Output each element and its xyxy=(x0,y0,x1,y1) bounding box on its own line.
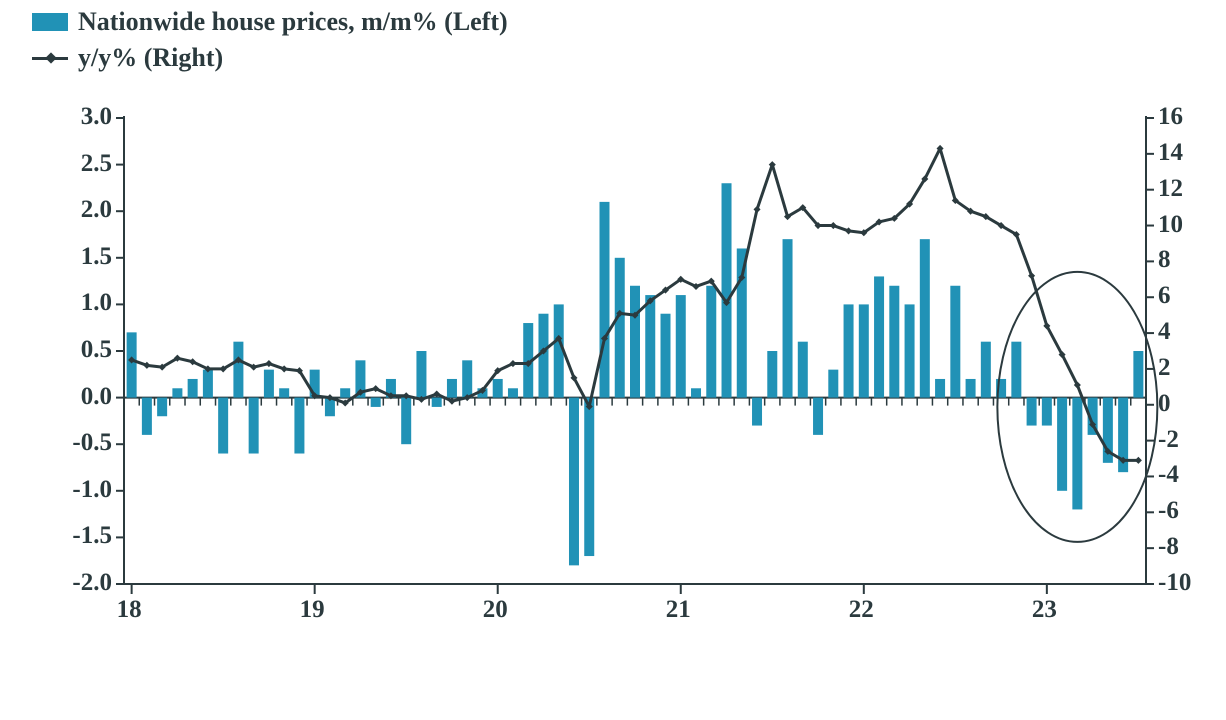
bar xyxy=(889,286,899,398)
bar xyxy=(127,332,137,397)
right-tick-label: 16 xyxy=(1158,103,1183,131)
x-tick-label: 22 xyxy=(849,596,874,624)
right-tick-label: 12 xyxy=(1158,175,1183,203)
bar xyxy=(188,379,198,398)
right-tick-label: 14 xyxy=(1158,139,1183,167)
bar xyxy=(172,388,182,397)
right-tick-label: 0 xyxy=(1158,390,1171,418)
bar xyxy=(142,398,152,435)
bar xyxy=(630,286,640,398)
bar xyxy=(828,370,838,398)
bar xyxy=(1057,398,1067,491)
bar xyxy=(905,304,915,397)
bar xyxy=(1133,351,1143,398)
left-tick-label: 2.5 xyxy=(81,150,112,178)
bar xyxy=(981,342,991,398)
bar xyxy=(1072,398,1082,510)
left-tick-label: 0.5 xyxy=(81,336,112,364)
bar xyxy=(676,295,686,398)
right-tick-label: -8 xyxy=(1158,533,1179,561)
bar xyxy=(783,239,793,397)
bar xyxy=(859,304,869,397)
bar xyxy=(874,276,884,397)
left-tick-label: 1.0 xyxy=(81,289,112,317)
right-tick-label: 2 xyxy=(1158,354,1171,382)
right-tick-label: -4 xyxy=(1158,461,1179,489)
left-tick-label: -1.5 xyxy=(72,522,112,550)
bar xyxy=(950,286,960,398)
bar xyxy=(1042,398,1052,426)
bar xyxy=(416,351,426,398)
left-tick-label: -0.5 xyxy=(72,429,112,457)
bar xyxy=(722,183,732,397)
bar xyxy=(935,379,945,398)
bar xyxy=(157,398,167,417)
x-tick-label: 19 xyxy=(300,596,325,624)
bar xyxy=(1011,342,1021,398)
bar xyxy=(798,342,808,398)
right-tick-label: -2 xyxy=(1158,426,1179,454)
right-tick-label: 8 xyxy=(1158,246,1171,274)
right-tick-label: 6 xyxy=(1158,282,1171,310)
bar xyxy=(752,398,762,426)
right-tick-label: 4 xyxy=(1158,318,1171,346)
bar xyxy=(661,314,671,398)
right-tick-label: 10 xyxy=(1158,211,1183,239)
bar xyxy=(249,398,259,454)
yy-marker xyxy=(143,362,150,369)
bar xyxy=(920,239,930,397)
bar xyxy=(813,398,823,435)
left-tick-label: 0.0 xyxy=(81,383,112,411)
bar xyxy=(340,388,350,397)
yy-marker xyxy=(1135,457,1142,464)
bar xyxy=(493,379,503,398)
x-tick-label: 20 xyxy=(483,596,508,624)
left-tick-label: 3.0 xyxy=(81,103,112,131)
chart-container: Nationwide house prices, m/m% (Left) y/y… xyxy=(0,0,1226,720)
bar xyxy=(401,398,411,445)
bar xyxy=(233,342,243,398)
right-tick-label: -6 xyxy=(1158,497,1179,525)
bar xyxy=(645,295,655,398)
bar xyxy=(966,379,976,398)
yy-marker xyxy=(753,206,760,213)
bar xyxy=(279,388,289,397)
bar xyxy=(767,351,777,398)
bar xyxy=(615,258,625,398)
yy-marker xyxy=(845,227,852,234)
left-tick-label: -1.0 xyxy=(72,476,112,504)
bar xyxy=(844,304,854,397)
left-tick-label: 2.0 xyxy=(81,196,112,224)
right-tick-label: -10 xyxy=(1158,569,1191,597)
bar xyxy=(462,360,472,397)
bar xyxy=(599,202,609,398)
bar xyxy=(371,398,381,407)
yy-marker xyxy=(281,365,288,372)
bar xyxy=(264,370,274,398)
yy-marker xyxy=(769,161,776,168)
bar xyxy=(1027,398,1037,426)
x-tick-label: 23 xyxy=(1032,596,1057,624)
bar xyxy=(218,398,228,454)
bar xyxy=(203,370,213,398)
bar xyxy=(447,379,457,398)
x-tick-label: 21 xyxy=(666,596,691,624)
bar xyxy=(294,398,304,454)
bar xyxy=(569,398,579,566)
bar xyxy=(508,388,518,397)
left-tick-label: -2.0 xyxy=(72,569,112,597)
yy-marker xyxy=(830,222,837,229)
bar xyxy=(691,388,701,397)
x-tick-label: 18 xyxy=(117,596,142,624)
bar xyxy=(706,286,716,398)
bar xyxy=(432,398,442,407)
yy-marker xyxy=(265,360,272,367)
bar xyxy=(584,398,594,556)
left-tick-label: 1.5 xyxy=(81,243,112,271)
